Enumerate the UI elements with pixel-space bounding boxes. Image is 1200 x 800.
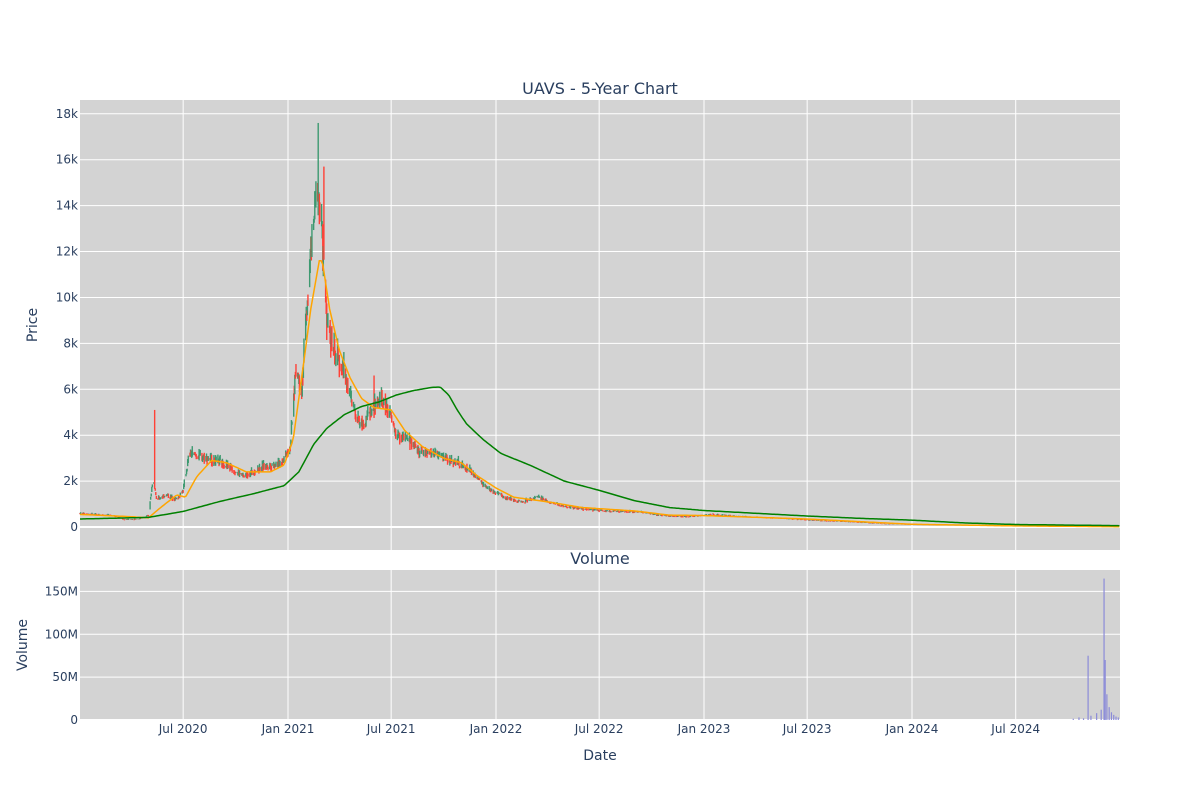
volume-y-tick-label: 0 bbox=[70, 713, 78, 727]
volume-bar bbox=[1104, 660, 1106, 720]
volume-bar bbox=[1090, 715, 1092, 720]
volume-y-tick-label: 100M bbox=[45, 627, 78, 641]
price-chart-title: UAVS - 5-Year Chart bbox=[522, 79, 678, 98]
x-tick-label: Jul 2022 bbox=[574, 722, 624, 736]
volume-bar bbox=[1113, 714, 1115, 720]
ma-short-line bbox=[79, 259, 1120, 528]
x-axis-title: Date bbox=[583, 748, 616, 764]
volume-y-tick-label: 50M bbox=[52, 670, 78, 684]
volume-plot-background bbox=[80, 570, 1120, 720]
volume-bar bbox=[1108, 707, 1110, 720]
volume-bar bbox=[1100, 709, 1102, 720]
volume-y-tick-label: 150M bbox=[45, 584, 78, 598]
x-tick-label: Jan 2022 bbox=[469, 722, 523, 736]
volume-bar bbox=[1087, 655, 1089, 720]
x-tick-label: Jul 2024 bbox=[990, 722, 1040, 736]
x-tick-label: Jan 2021 bbox=[261, 722, 315, 736]
price-y-tick-label: 12k bbox=[56, 245, 78, 259]
ma-long-line bbox=[80, 386, 1120, 527]
price-y-tick-label: 10k bbox=[56, 290, 78, 304]
volume-chart-title: Volume bbox=[570, 549, 630, 568]
volume-bar bbox=[1078, 717, 1080, 720]
volume-gridlines bbox=[80, 570, 1120, 721]
price-y-tick-label: 4k bbox=[63, 428, 78, 442]
volume-bar bbox=[1115, 716, 1117, 720]
volume-bars bbox=[1072, 578, 1119, 720]
price-y-tick-label: 0 bbox=[70, 520, 78, 534]
volume-bar bbox=[1117, 717, 1119, 720]
price-y-tick-label: 6k bbox=[63, 382, 78, 396]
x-tick-label: Jul 2020 bbox=[158, 722, 208, 736]
price-gridlines bbox=[80, 100, 1120, 550]
price-y-tick-label: 14k bbox=[56, 199, 78, 213]
x-tick-label: Jul 2021 bbox=[366, 722, 416, 736]
volume-bar bbox=[1106, 694, 1108, 720]
price-plot-background bbox=[80, 100, 1120, 550]
price-y-tick-labels: 0 2k 4k 6k 8k 10k 12k 14k 16k 18k bbox=[56, 107, 78, 534]
volume-bar bbox=[1096, 713, 1098, 720]
price-y-tick-label: 16k bbox=[56, 153, 78, 167]
price-y-tick-label: 2k bbox=[63, 474, 78, 488]
x-tick-labels: Jul 2020 Jan 2021 Jul 2021 Jan 2022 Jul 2022… bbox=[158, 722, 1040, 736]
volume-y-axis-title: Volume bbox=[15, 619, 31, 671]
volume-bar bbox=[1072, 718, 1074, 720]
x-tick-label: Jul 2023 bbox=[782, 722, 832, 736]
x-tick-label: Jan 2023 bbox=[677, 722, 731, 736]
volume-bar bbox=[1103, 578, 1105, 720]
volume-bar bbox=[1082, 718, 1085, 720]
price-y-tick-label: 8k bbox=[63, 336, 78, 350]
volume-bar bbox=[1110, 712, 1113, 720]
price-y-axis-title: Price bbox=[25, 308, 41, 342]
volume-y-tick-labels: 0 50M 100M 150M bbox=[45, 584, 78, 727]
price-y-tick-label: 18k bbox=[56, 107, 78, 121]
x-tick-label: Jan 2024 bbox=[885, 722, 939, 736]
